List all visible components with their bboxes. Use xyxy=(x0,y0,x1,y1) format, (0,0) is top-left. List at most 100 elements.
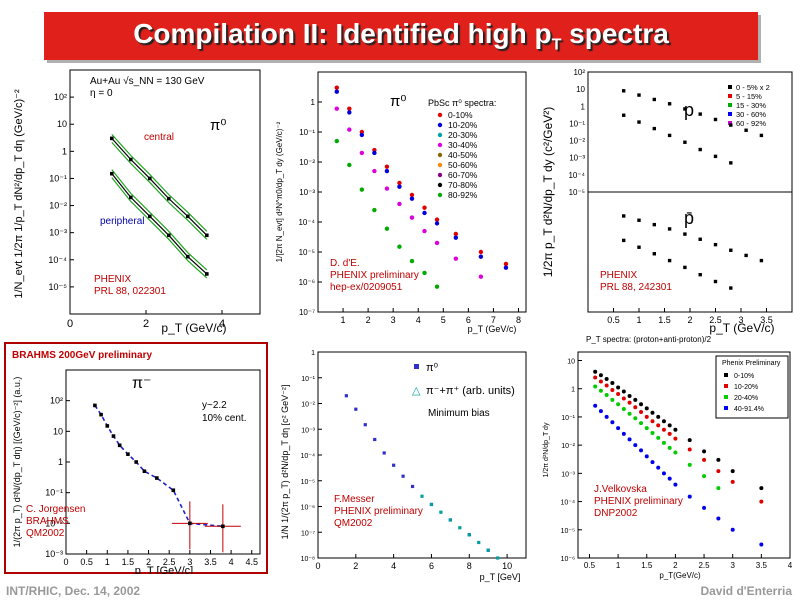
data-point xyxy=(744,128,748,132)
data-point xyxy=(698,147,702,152)
x-tick-label: 2 xyxy=(366,315,371,325)
x-tick-label: 4 xyxy=(229,557,234,567)
y-tick-label: 10⁻² xyxy=(561,443,575,450)
y-axis-label: 1/[2π N_evt] d²N^π0/dp_T dy (GeV/c)⁻² xyxy=(275,121,284,262)
data-point xyxy=(397,244,402,249)
x-tick-label: 0.5 xyxy=(80,557,93,567)
fit-curve xyxy=(111,133,208,232)
data-point xyxy=(687,447,692,452)
x-tick-label: 1 xyxy=(616,561,621,570)
data-point xyxy=(622,214,626,218)
legend-marker xyxy=(728,121,732,125)
x-tick-label: 0 xyxy=(63,557,68,567)
y-tick-label: 10⁻⁷ xyxy=(299,308,315,317)
plot-frame xyxy=(69,69,261,315)
y-tick-label: 10⁻⁵ xyxy=(561,528,575,535)
chart-brahms-pion: 0 0.5 1 1.5 2 2.5 3 3.5 4 4.5 10² 10 1 10⁻¹ 10⁻² 10⁻³ 1/… xyxy=(4,342,268,574)
annotation-line: D. d'E. xyxy=(330,258,360,269)
data-point xyxy=(652,126,656,131)
data-point xyxy=(604,414,609,419)
chart-pi0-pbsc-spectra: 1 2 3 4 5 6 7 8 1 10⁻¹ 10⁻² 10⁻³ 10⁻⁴ 10⁻⁵ 10⁻⁶ 10⁻⁷ 1/[… xyxy=(275,71,527,334)
data-point xyxy=(392,463,396,467)
x-tick-label: 2 xyxy=(673,561,678,570)
data-point xyxy=(667,431,672,436)
y-tick-label: 1 xyxy=(311,350,315,357)
annotation-line: DNP2002 xyxy=(594,508,638,519)
y-tick-label: 1 xyxy=(581,102,586,111)
data-point xyxy=(111,434,116,438)
data-point xyxy=(627,394,632,399)
x-tick-label: 0.5 xyxy=(607,315,620,325)
data-point xyxy=(667,258,672,263)
data-point xyxy=(334,138,339,144)
data-point xyxy=(667,133,672,138)
data-point xyxy=(598,379,603,384)
chart-pbar-velkovska: P_T spectra: (proton+anti-proton)/2 0.5 1 1… xyxy=(543,335,793,580)
data-point xyxy=(347,106,352,111)
data-point xyxy=(716,516,721,521)
x-tick-label: 6 xyxy=(466,315,471,325)
y-tick-label: 10² xyxy=(54,92,67,102)
y-tick-label: 10⁻⁴ xyxy=(48,255,67,265)
data-point xyxy=(434,221,440,226)
y-tick-label: 10⁻² xyxy=(569,137,585,146)
x-tick-label: 2 xyxy=(687,315,692,325)
data-point xyxy=(363,423,367,427)
data-point xyxy=(486,548,490,552)
data-point xyxy=(661,440,666,445)
data-point xyxy=(622,89,626,93)
data-point xyxy=(633,397,638,402)
x-tick-label: 3 xyxy=(391,315,396,325)
data-point xyxy=(409,192,415,198)
data-point xyxy=(453,235,459,240)
x-tick-label: 1.5 xyxy=(641,561,653,570)
data-point xyxy=(359,187,365,192)
data-point xyxy=(656,423,661,428)
data-point xyxy=(759,133,764,138)
chart-title: P_T spectra: (proton+anti-proton)/2 xyxy=(586,335,712,344)
annotation-line: PRL 88, 022301 xyxy=(94,286,166,297)
data-point xyxy=(359,150,365,156)
data-point xyxy=(205,272,209,276)
y-tick-label: 10² xyxy=(50,396,63,406)
y-tick-label: 10⁻⁸ xyxy=(301,556,315,563)
x-tick-label: 2.5 xyxy=(163,557,176,567)
data-point xyxy=(434,240,440,246)
legend-marker xyxy=(728,85,732,89)
data-point xyxy=(347,110,352,115)
data-point xyxy=(639,402,644,407)
y-tick-label: 10⁻³ xyxy=(569,154,585,163)
annotation-line: BRAHMS xyxy=(26,516,69,527)
title-end: spectra xyxy=(561,17,669,49)
data-point xyxy=(384,226,390,231)
data-point xyxy=(713,154,718,159)
x-tick-label: 2 xyxy=(146,557,151,567)
data-point xyxy=(186,254,190,259)
data-point xyxy=(687,438,692,443)
y-tick-label: 10⁻⁴ xyxy=(298,218,315,227)
x-tick-label: 3 xyxy=(730,561,735,570)
annotation-line: PHENIX xyxy=(600,270,638,281)
data-point xyxy=(633,443,638,448)
data-point xyxy=(673,482,678,487)
data-point xyxy=(637,218,641,222)
legend-marker xyxy=(724,395,728,399)
legend-label: 60-70% xyxy=(448,170,478,180)
x-tick-label: 2 xyxy=(353,561,358,571)
data-point xyxy=(478,254,484,259)
data-point xyxy=(401,474,405,478)
data-point xyxy=(598,388,603,393)
data-point xyxy=(467,533,471,537)
data-point xyxy=(616,385,621,390)
data-point xyxy=(593,369,598,374)
x-tick-label: 8 xyxy=(516,315,521,325)
y-tick-label: 10⁻³ xyxy=(299,188,315,197)
x-axis-label: p_T(GeV/c) xyxy=(659,571,701,580)
data-point xyxy=(453,231,459,237)
annotation-line: hep-ex/0209051 xyxy=(330,282,403,293)
y-tick-label: 10⁻⁴ xyxy=(568,171,585,180)
data-point xyxy=(759,486,764,491)
fit-curve xyxy=(111,141,208,240)
data-point xyxy=(683,232,687,236)
data-point xyxy=(627,411,632,416)
